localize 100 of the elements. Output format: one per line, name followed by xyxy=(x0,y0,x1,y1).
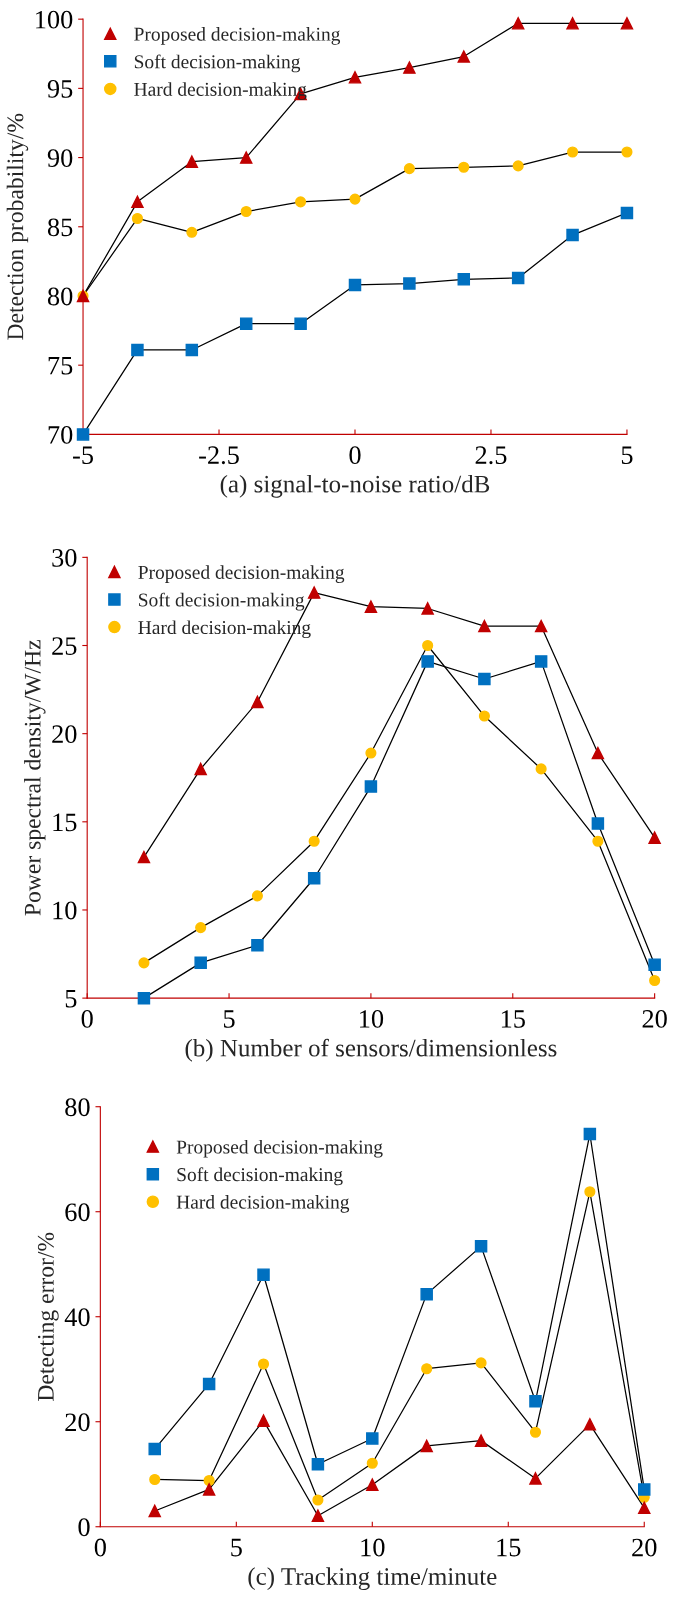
point xyxy=(478,710,490,722)
x-tick-label: 15 xyxy=(501,1010,525,1028)
point xyxy=(534,619,548,633)
x-tick-label: 5 xyxy=(223,1010,235,1028)
point xyxy=(478,619,491,633)
point xyxy=(295,196,307,208)
point xyxy=(257,1414,270,1427)
point xyxy=(403,61,416,74)
point xyxy=(185,343,199,357)
point xyxy=(420,1287,433,1301)
y-tick-label: 40 xyxy=(64,1308,90,1327)
point xyxy=(421,1363,433,1375)
x-tick-label: -5 xyxy=(73,446,93,465)
y-tick-label: 90 xyxy=(47,149,73,167)
point xyxy=(591,817,605,830)
point xyxy=(138,957,150,969)
point xyxy=(131,195,144,209)
point xyxy=(251,938,264,952)
point xyxy=(137,991,151,1005)
x-tick-label: 15 xyxy=(497,1538,521,1557)
point xyxy=(649,974,661,987)
y-tick-label: 25 xyxy=(52,637,77,655)
legend-label: Soft decision-making xyxy=(177,1167,343,1186)
point xyxy=(307,586,321,599)
point xyxy=(251,890,263,902)
point xyxy=(458,161,470,173)
x-tick-label: 20 xyxy=(632,1538,657,1557)
point xyxy=(648,958,661,971)
point xyxy=(148,1442,161,1456)
point xyxy=(240,205,252,218)
x-tick-label: 20 xyxy=(642,1010,667,1028)
point xyxy=(638,1483,651,1496)
point xyxy=(621,146,633,158)
y-tick-label: 80 xyxy=(65,1098,90,1117)
point xyxy=(185,155,199,168)
x-tick-label: 0 xyxy=(94,1538,106,1557)
point xyxy=(149,1473,161,1486)
point xyxy=(648,831,661,844)
point xyxy=(620,17,634,30)
legend-label: Proposed decision-making xyxy=(176,1139,383,1158)
point xyxy=(366,1432,379,1445)
x-tick-label: 0 xyxy=(349,446,361,465)
y-tick-label: 80 xyxy=(47,287,73,306)
point xyxy=(257,1268,270,1281)
point xyxy=(529,1426,542,1438)
point xyxy=(567,146,579,158)
y-tick-label: 30 xyxy=(52,548,77,567)
y-tick-label: 15 xyxy=(53,813,77,832)
point xyxy=(511,271,525,285)
point xyxy=(366,1478,379,1491)
point xyxy=(251,695,264,709)
point xyxy=(529,1472,542,1485)
point xyxy=(202,1377,216,1391)
point xyxy=(475,1357,487,1369)
point xyxy=(620,206,634,220)
x-tick-label: -2.5 xyxy=(199,446,239,465)
point xyxy=(474,1240,488,1253)
point xyxy=(239,317,253,330)
x-axis-title: (a) signal-to-noise ratio/dB xyxy=(220,474,490,498)
point xyxy=(186,226,198,238)
x-tick-label: 5 xyxy=(231,1538,242,1557)
point xyxy=(203,1474,215,1487)
x-tick-label: 10 xyxy=(361,1538,385,1557)
point xyxy=(421,602,434,615)
point xyxy=(311,1457,325,1471)
point xyxy=(566,17,579,30)
point xyxy=(457,273,471,286)
point xyxy=(131,212,143,225)
point xyxy=(239,151,253,164)
point xyxy=(348,71,362,84)
point xyxy=(364,780,378,793)
point xyxy=(478,672,491,686)
y-tick-label: 0 xyxy=(78,1518,90,1537)
point xyxy=(474,1434,488,1447)
point xyxy=(421,655,434,668)
point xyxy=(194,762,207,776)
point xyxy=(194,956,207,970)
point xyxy=(591,746,605,760)
point xyxy=(534,655,548,668)
legend-label: Proposed decision-making xyxy=(138,565,345,583)
y-tick-label: 10 xyxy=(53,901,77,920)
y-tick-label: 5 xyxy=(65,990,77,1008)
point xyxy=(511,17,525,30)
y-tick-label: 95 xyxy=(47,80,73,98)
point xyxy=(131,343,144,357)
point xyxy=(457,50,471,63)
point xyxy=(584,1186,596,1198)
point xyxy=(307,871,321,885)
point xyxy=(148,1504,161,1518)
point xyxy=(364,600,378,613)
point xyxy=(403,163,415,175)
y-tick-label: 60 xyxy=(65,1203,90,1222)
legend-label: Soft decision-making xyxy=(134,54,301,73)
point xyxy=(294,317,307,330)
point xyxy=(638,1501,651,1515)
point xyxy=(257,1358,270,1370)
y-axis-title: Detecting error/% xyxy=(37,1232,59,1401)
point xyxy=(312,1494,324,1506)
point xyxy=(349,193,361,205)
x-axis-title: (c) Tracking time/minute xyxy=(248,1567,497,1591)
